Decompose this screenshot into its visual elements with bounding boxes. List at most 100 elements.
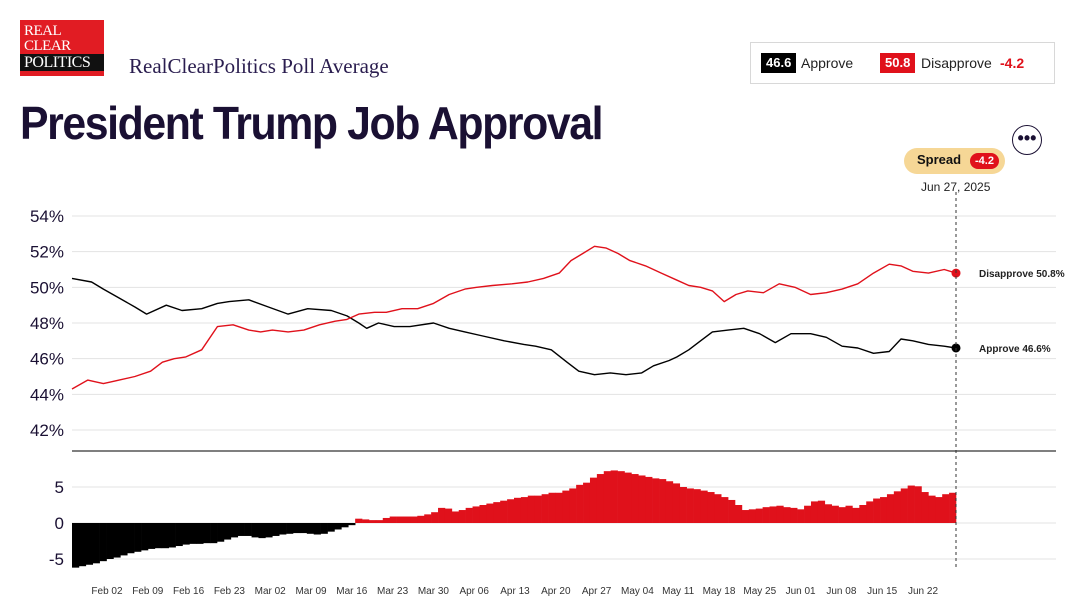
spread-bar: [306, 523, 315, 534]
disapprove-line: [71, 245, 957, 390]
spread-bar: [838, 507, 846, 523]
spread-bar: [603, 471, 611, 523]
y-tick-label: 42%: [30, 421, 64, 440]
spread-bar: [286, 523, 294, 534]
x-tick-label: Jun 01: [786, 586, 816, 597]
spread-bar: [320, 523, 328, 534]
spread-bar: [99, 523, 107, 562]
spread-bar: [403, 516, 411, 523]
approve-end-label: Approve 46.6%: [979, 344, 1051, 355]
spread-pill: Spread -4.2: [904, 148, 1005, 174]
spread-bar: [458, 510, 466, 523]
y-tick-label: 54%: [30, 207, 64, 226]
page-title: President Trump Job Approval: [20, 97, 604, 149]
spread-bar: [507, 499, 515, 523]
logo-line-3: POLITICS: [20, 54, 104, 71]
spread-bar: [106, 523, 114, 559]
spread-bar: [279, 523, 287, 535]
spread-bar: [810, 501, 819, 523]
spread-bar: [431, 512, 439, 523]
disapprove-value-badge: 50.8: [880, 53, 916, 73]
spread-bar: [113, 523, 121, 558]
spread-bar: [748, 509, 757, 523]
spread-bar: [735, 505, 743, 523]
spread-bar: [949, 492, 957, 523]
spread-bar: [707, 492, 715, 523]
y-tick-label: 44%: [30, 385, 64, 404]
spread-bar: [520, 497, 529, 523]
y-tick-label: 46%: [30, 350, 64, 369]
spread-bar: [631, 474, 639, 523]
disapprove-end-label: Disapprove 50.8%: [979, 269, 1065, 280]
spread-bar: [555, 492, 563, 523]
spread-bar: [334, 523, 342, 530]
approve-label: Approve: [801, 55, 854, 71]
spread-bar: [714, 494, 722, 523]
spread-bar: [527, 495, 536, 523]
x-tick-label: Apr 27: [582, 586, 612, 597]
spread-bar: [790, 507, 798, 523]
rcp-logo[interactable]: REAL CLEAR POLITICS: [20, 20, 104, 76]
spread-bar: [396, 516, 404, 523]
x-tick-label: Apr 20: [541, 586, 571, 597]
spread-bar: [154, 523, 163, 549]
spread-bar: [783, 507, 791, 523]
spread-bar: [866, 501, 874, 523]
x-tick-label: May 04: [621, 586, 654, 597]
spread-bar: [845, 505, 853, 523]
spread-bar: [293, 523, 301, 534]
spread-bar: [479, 505, 487, 523]
spread-bar: [217, 523, 225, 542]
x-tick-label: Feb 16: [173, 586, 205, 597]
spread-bar: [886, 494, 895, 523]
page-subtitle: RealClearPolitics Poll Average: [129, 54, 389, 78]
spread-bar: [272, 523, 280, 536]
x-tick-label: Jun 22: [908, 586, 938, 597]
spread-pill-value: -4.2: [970, 153, 999, 169]
spread-bar: [797, 509, 805, 523]
legend-spread-value: -4.2: [1000, 55, 1025, 71]
spread-bar: [223, 523, 232, 540]
spread-bar: [410, 516, 418, 523]
spread-bar: [465, 507, 473, 523]
x-tick-label: Mar 02: [255, 586, 287, 597]
spread-bar: [893, 491, 902, 523]
spread-bar: [873, 498, 881, 523]
spread-bar: [700, 490, 708, 523]
x-tick-label: Mar 16: [336, 586, 368, 597]
spread-bar: [589, 477, 598, 523]
spread-bar: [362, 519, 370, 523]
spread-bar: [382, 517, 390, 523]
spread-bar: [935, 497, 943, 523]
disapprove-end-marker: [951, 268, 961, 278]
spread-bar: [168, 523, 176, 548]
more-options-button[interactable]: •••: [1012, 125, 1042, 155]
x-tick-label: May 11: [662, 586, 694, 597]
spread-bar: [659, 479, 667, 523]
spread-bar: [548, 492, 556, 523]
spread-bar: [258, 523, 266, 539]
spread-bar: [755, 508, 763, 523]
x-tick-label: Mar 23: [377, 586, 409, 597]
hover-date-label: Jun 27, 2025: [921, 180, 991, 194]
spread-bar: [438, 507, 446, 523]
spread-bar: [196, 523, 204, 544]
spread-bar: [652, 478, 660, 523]
spread-bar: [942, 494, 950, 523]
spread-bar: [576, 484, 584, 523]
spread-pill-label: Spread: [917, 152, 962, 167]
spread-bar: [444, 508, 453, 523]
spread-bar: [493, 502, 501, 523]
spread-bar: [134, 523, 142, 552]
x-tick-label: Apr 06: [459, 586, 489, 597]
spread-bar: [486, 503, 494, 523]
spread-bar: [728, 499, 736, 523]
x-tick-label: Apr 13: [500, 586, 530, 597]
spread-bar: [147, 523, 156, 549]
spread-bar: [907, 485, 915, 523]
approve-value-badge: 46.6: [761, 53, 797, 73]
x-tick-label: Feb 09: [132, 586, 164, 597]
spread-bar: [251, 523, 259, 538]
spread-bar: [424, 514, 432, 523]
